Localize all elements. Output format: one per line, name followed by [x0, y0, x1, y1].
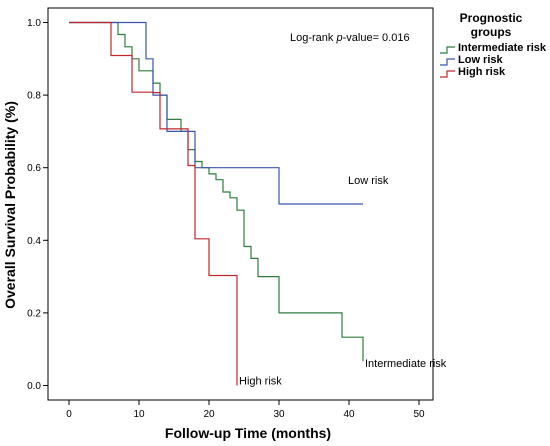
x-tick-label: 40 [343, 409, 355, 420]
x-tick-label: 0 [66, 409, 72, 420]
y-axis-title: Overall Survival Probability (%) [2, 101, 18, 309]
x-tick-label: 10 [133, 409, 145, 420]
legend-swatch [440, 70, 455, 78]
logrank-annotation: Log-rank p-value= 0.016 [290, 32, 410, 44]
legend-label: Low risk [458, 54, 504, 66]
legend-item-low-risk: Low risk [440, 54, 504, 66]
legend-title-line1: Prognostic [460, 11, 523, 25]
series-end-label-high-risk: High risk [239, 375, 282, 387]
legend-title-line2: groups [471, 25, 512, 39]
series-end-label-intermediate-risk: Intermediate risk [365, 358, 447, 370]
series-line-high-risk [69, 21, 238, 386]
legend-item-intermediate-risk: Intermediate risk [440, 42, 547, 54]
y-tick-label: 0.0 [27, 381, 41, 392]
y-tick-label: 0.8 [27, 91, 41, 102]
y-axis: 0.0 0.2 0.4 0.6 0.8 1.0 [27, 18, 48, 392]
series-layer: Intermediate risk Low risk High risk [69, 21, 447, 387]
y-tick-label: 1.0 [27, 18, 41, 29]
x-axis-title: Follow-up Time (months) [165, 425, 331, 441]
legend-label: High risk [458, 66, 506, 78]
legend-item-high-risk: High risk [440, 66, 506, 78]
series-end-label-low-risk: Low risk [348, 175, 389, 187]
legend-label: Intermediate risk [458, 42, 547, 54]
legend-swatch [440, 46, 455, 54]
y-tick-label: 0.4 [27, 236, 41, 247]
legend-swatch [440, 58, 455, 66]
series-line-low-risk [69, 21, 363, 205]
y-tick-label: 0.2 [27, 308, 41, 319]
plot-frame [47, 7, 434, 401]
x-tick-label: 30 [273, 409, 285, 420]
x-tick-label: 50 [413, 409, 425, 420]
x-axis: 0 10 20 30 40 50 [66, 400, 425, 420]
y-tick-label: 0.6 [27, 163, 41, 174]
x-tick-label: 20 [203, 409, 215, 420]
